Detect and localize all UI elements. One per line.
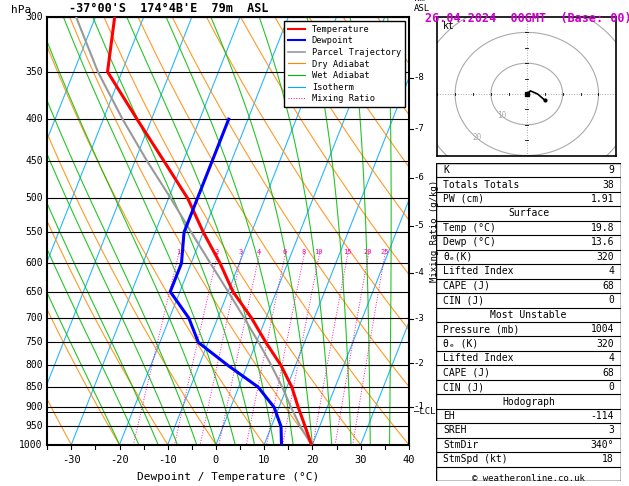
Text: Mixing Ratio (g/kg): Mixing Ratio (g/kg) — [430, 180, 438, 282]
Text: 600: 600 — [25, 258, 43, 268]
Text: Hodograph: Hodograph — [502, 397, 555, 407]
Text: 2: 2 — [214, 249, 219, 255]
Text: 15: 15 — [343, 249, 352, 255]
Text: 8: 8 — [301, 249, 306, 255]
Text: © weatheronline.co.uk: © weatheronline.co.uk — [472, 474, 585, 483]
Text: 650: 650 — [25, 287, 43, 296]
Text: 68: 68 — [603, 367, 614, 378]
Text: 340°: 340° — [591, 440, 614, 450]
Text: 450: 450 — [25, 156, 43, 166]
Text: 30: 30 — [354, 455, 367, 466]
Text: 4: 4 — [608, 353, 614, 363]
Text: 750: 750 — [25, 337, 43, 347]
Text: 19.8: 19.8 — [591, 223, 614, 233]
Text: 1000: 1000 — [19, 440, 43, 450]
Text: CAPE (J): CAPE (J) — [443, 281, 491, 291]
Text: Temp (°C): Temp (°C) — [443, 223, 496, 233]
Text: 320: 320 — [596, 339, 614, 348]
Text: Dewp (°C): Dewp (°C) — [443, 237, 496, 247]
Text: CAPE (J): CAPE (J) — [443, 367, 491, 378]
Text: 400: 400 — [25, 114, 43, 124]
Text: 6: 6 — [282, 249, 287, 255]
Text: -6: -6 — [414, 174, 425, 182]
Legend: Temperature, Dewpoint, Parcel Trajectory, Dry Adiabat, Wet Adiabat, Isotherm, Mi: Temperature, Dewpoint, Parcel Trajectory… — [284, 21, 404, 107]
Text: 4: 4 — [608, 266, 614, 277]
Text: -5: -5 — [414, 222, 425, 230]
Text: -2: -2 — [414, 359, 425, 368]
Text: hPa: hPa — [11, 5, 31, 15]
Text: Lifted Index: Lifted Index — [443, 266, 514, 277]
Text: SREH: SREH — [443, 426, 467, 435]
Text: 9: 9 — [608, 165, 614, 175]
Text: CIN (J): CIN (J) — [443, 382, 484, 392]
Text: 26.04.2024  00GMT  (Base: 00): 26.04.2024 00GMT (Base: 00) — [425, 12, 629, 25]
Text: StmSpd (kt): StmSpd (kt) — [443, 454, 508, 465]
Text: 1: 1 — [175, 249, 180, 255]
Text: 13.6: 13.6 — [591, 237, 614, 247]
Text: 3: 3 — [608, 426, 614, 435]
Text: 0: 0 — [608, 295, 614, 305]
Text: 850: 850 — [25, 382, 43, 392]
Text: 20: 20 — [306, 455, 319, 466]
Text: Most Unstable: Most Unstable — [491, 310, 567, 320]
Text: -20: -20 — [110, 455, 129, 466]
Text: PW (cm): PW (cm) — [443, 194, 484, 204]
Text: 10: 10 — [497, 111, 506, 120]
Text: Lifted Index: Lifted Index — [443, 353, 514, 363]
Text: -4: -4 — [414, 268, 425, 278]
Text: Pressure (mb): Pressure (mb) — [443, 324, 520, 334]
Text: Surface: Surface — [508, 208, 549, 218]
Text: 500: 500 — [25, 193, 43, 204]
Text: -30: -30 — [62, 455, 81, 466]
Text: θₑ(K): θₑ(K) — [443, 252, 473, 262]
Text: StmDir: StmDir — [443, 440, 479, 450]
Text: CIN (J): CIN (J) — [443, 295, 484, 305]
Text: Dewpoint / Temperature (°C): Dewpoint / Temperature (°C) — [137, 472, 319, 483]
Text: 38: 38 — [603, 179, 614, 190]
Text: kt: kt — [443, 21, 454, 31]
Text: 320: 320 — [596, 252, 614, 262]
Text: 1004: 1004 — [591, 324, 614, 334]
Text: θₑ (K): θₑ (K) — [443, 339, 479, 348]
Text: -8: -8 — [414, 73, 425, 82]
Text: 800: 800 — [25, 361, 43, 370]
Text: 25: 25 — [380, 249, 389, 255]
Text: -10: -10 — [159, 455, 177, 466]
Text: K: K — [443, 165, 449, 175]
Text: 20: 20 — [364, 249, 372, 255]
Text: -37°00'S  174°4B'E  79m  ASL: -37°00'S 174°4B'E 79m ASL — [69, 2, 269, 15]
Text: 68: 68 — [603, 281, 614, 291]
Text: 10: 10 — [314, 249, 323, 255]
Text: 10: 10 — [258, 455, 270, 466]
Text: 350: 350 — [25, 67, 43, 77]
Text: 550: 550 — [25, 227, 43, 237]
Text: 20: 20 — [472, 133, 481, 141]
Text: 3: 3 — [239, 249, 243, 255]
Text: 0: 0 — [213, 455, 219, 466]
Text: 900: 900 — [25, 402, 43, 412]
Text: 950: 950 — [25, 421, 43, 432]
Text: 700: 700 — [25, 313, 43, 323]
Text: 4: 4 — [257, 249, 261, 255]
Text: 0: 0 — [608, 382, 614, 392]
Text: 1.91: 1.91 — [591, 194, 614, 204]
Text: –LCL: –LCL — [414, 407, 435, 417]
Text: Totals Totals: Totals Totals — [443, 179, 520, 190]
Text: -7: -7 — [414, 124, 425, 133]
Text: -114: -114 — [591, 411, 614, 421]
Text: 40: 40 — [403, 455, 415, 466]
Text: -1: -1 — [414, 402, 425, 411]
Text: km
ASL: km ASL — [414, 0, 430, 13]
Text: 300: 300 — [25, 12, 43, 22]
Text: 18: 18 — [603, 454, 614, 465]
Text: EH: EH — [443, 411, 455, 421]
Text: -3: -3 — [414, 314, 425, 323]
